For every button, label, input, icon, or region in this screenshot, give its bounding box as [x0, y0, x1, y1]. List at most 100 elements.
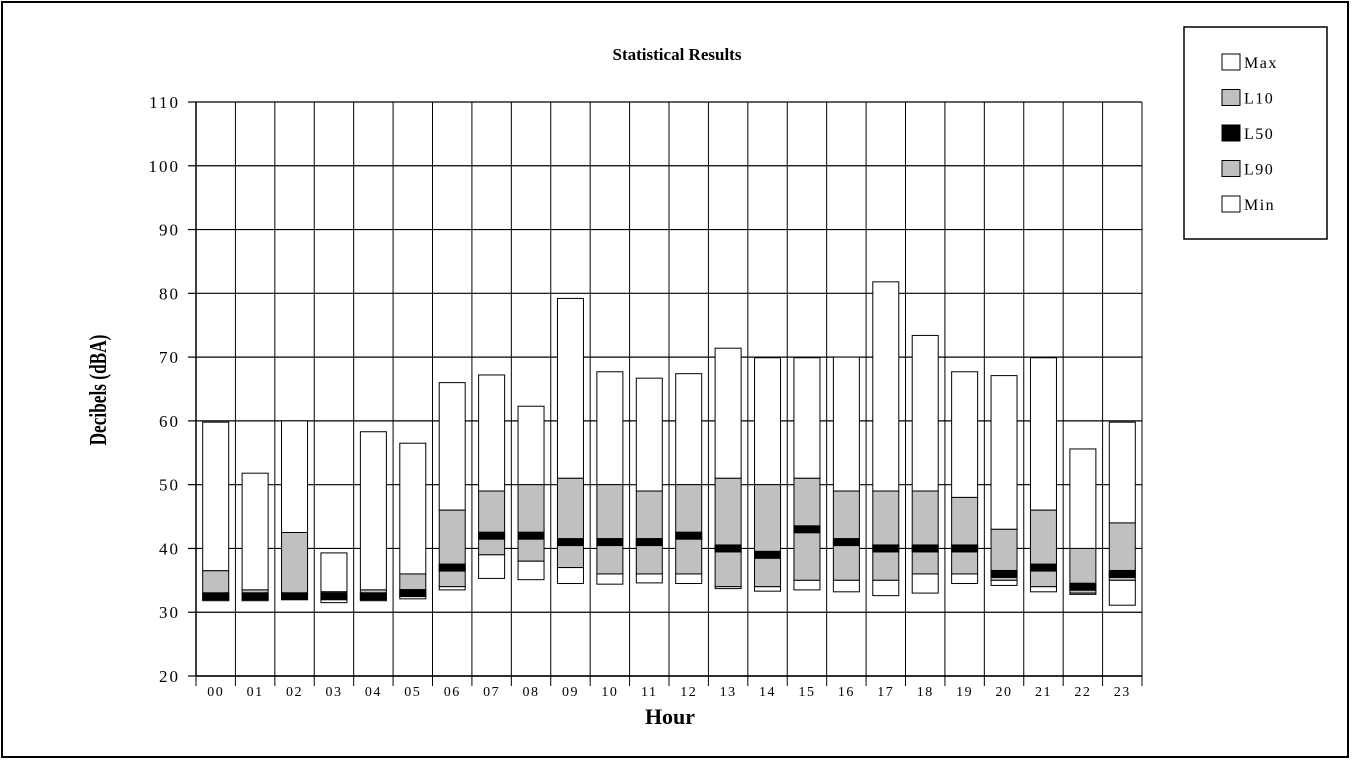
bar-max-segment: [399, 442, 427, 575]
y-tick-label: 70: [159, 348, 180, 367]
bar-min-segment: [832, 579, 860, 593]
bar-l50-segment: [596, 538, 624, 547]
bar-max-segment: [202, 421, 230, 572]
legend-swatch-l10: [1221, 89, 1241, 106]
x-tick-label: 04: [365, 685, 382, 700]
y-tick-label: 80: [159, 284, 180, 303]
x-tick-label: 15: [798, 685, 815, 700]
bar-min-segment: [990, 579, 1018, 586]
bar-max-segment: [1108, 421, 1136, 524]
y-tick-label: 50: [159, 476, 180, 495]
y-axis-label: Decibels (dBA): [84, 335, 112, 446]
legend-label-l90: L90: [1244, 162, 1274, 179]
x-tick-label: 05: [404, 685, 421, 700]
bar-l50-segment: [635, 538, 663, 547]
bar-max-segment: [596, 371, 624, 486]
bar-min-segment: [793, 579, 821, 591]
bar-l10-segment: [438, 509, 466, 588]
bar-l50-segment: [478, 531, 506, 540]
chart-title: Statistical Results: [613, 45, 742, 64]
x-tick-label: 19: [956, 685, 973, 700]
bar-min-segment: [1108, 579, 1136, 606]
legend-swatch-l90: [1221, 160, 1241, 177]
bar-l50-segment: [241, 592, 269, 601]
x-tick-label: 12: [680, 685, 697, 700]
bar-max-segment: [241, 472, 269, 591]
y-axis-ticks: 20 30 40 50 60 70 80 90 100 110: [149, 93, 196, 686]
x-tick-label: 00: [207, 685, 224, 700]
bar-max-segment: [556, 297, 584, 479]
legend: Max L10 L50 L90 Min: [1183, 26, 1328, 240]
bar-max-segment: [517, 405, 545, 486]
bar-max-segment: [714, 347, 742, 479]
bar-min-segment: [1069, 592, 1097, 595]
x-tick-label: 02: [286, 685, 303, 700]
bar-max-segment: [872, 281, 900, 492]
bar-min-segment: [714, 586, 742, 590]
legend-label-l10: L10: [1244, 91, 1274, 108]
legend-swatch-l50: [1221, 124, 1241, 142]
bar-max-segment: [990, 375, 1018, 530]
x-tick-label: 01: [247, 685, 264, 700]
bar-l10-segment: [596, 484, 624, 575]
bar-min-segment: [517, 560, 545, 581]
bar-max-segment: [911, 334, 939, 492]
bar-l10-segment: [872, 490, 900, 581]
bar-max-segment: [1029, 357, 1057, 511]
bar-max-segment: [675, 373, 703, 486]
bar-max-segment: [320, 552, 348, 593]
bar-min-segment: [754, 586, 782, 592]
x-tick-label: 13: [720, 685, 737, 700]
x-tick-label: 22: [1074, 685, 1091, 700]
bar-l10-segment: [911, 490, 939, 575]
bar-l50-segment: [1069, 582, 1097, 591]
bar-l10-segment: [714, 477, 742, 588]
bar-max-segment: [832, 356, 860, 492]
x-tick-label: 18: [917, 685, 934, 700]
x-tick-label: 23: [1114, 685, 1131, 700]
bar-l50-segment: [438, 563, 466, 572]
x-tick-label: 14: [759, 685, 776, 700]
legend-label-l50: L50: [1244, 126, 1274, 143]
bar-l50-segment: [951, 544, 979, 553]
x-tick-label: 16: [838, 685, 855, 700]
bar-l10-segment: [281, 532, 309, 599]
bar-l50-segment: [990, 569, 1018, 578]
bar-max-segment: [438, 382, 466, 511]
bar-min-segment: [438, 586, 466, 591]
legend-swatch-max: [1221, 53, 1241, 71]
x-tick-label: 09: [562, 685, 579, 700]
bar-l10-segment: [1029, 509, 1057, 588]
bar-l50-segment: [872, 544, 900, 553]
x-tick-label: 17: [877, 685, 894, 700]
bar-max-segment: [281, 420, 309, 533]
x-tick-label: 20: [996, 685, 1013, 700]
bar-min-segment: [478, 554, 506, 579]
y-tick-label: 100: [149, 157, 181, 176]
legend-box: [1183, 26, 1328, 240]
bar-max-segment: [359, 431, 387, 591]
bar-max-segment: [478, 374, 506, 492]
bar-min-segment: [675, 573, 703, 585]
bar-l50-segment: [399, 589, 427, 598]
x-tick-label: 06: [444, 685, 461, 700]
bar-min-segment: [635, 573, 663, 584]
y-tick-label: 30: [159, 603, 180, 622]
y-tick-label: 110: [149, 93, 180, 112]
bar-min-segment: [951, 573, 979, 585]
bar-l10-segment: [556, 477, 584, 569]
bar-l50-segment: [793, 525, 821, 534]
bar-l50-segment: [202, 592, 230, 601]
bar-l50-segment: [281, 592, 309, 601]
bar-l50-segment: [675, 531, 703, 540]
bar-min-segment: [556, 567, 584, 585]
bar-min-segment: [872, 579, 900, 597]
bar-l10-segment: [754, 484, 782, 588]
bar-l10-segment: [951, 496, 979, 575]
bar-max-segment: [951, 371, 979, 498]
bar-min-segment: [911, 573, 939, 594]
y-tick-label: 40: [159, 539, 180, 558]
x-tick-label: 03: [325, 685, 342, 700]
